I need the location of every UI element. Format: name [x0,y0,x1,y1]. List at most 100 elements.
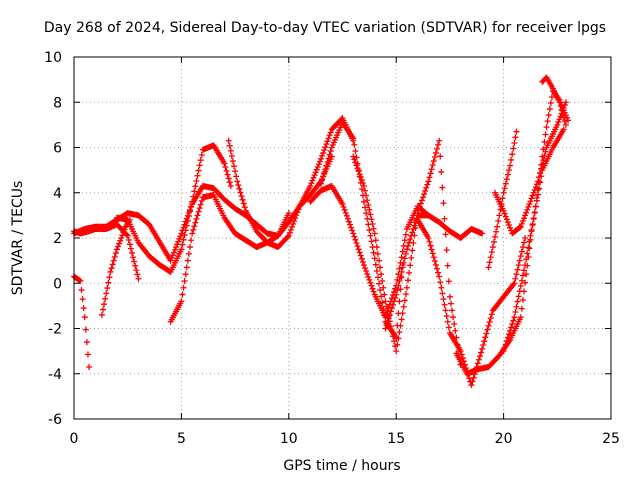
data-point [480,342,487,349]
data-point [125,237,132,244]
data-point [508,324,515,331]
data-point [504,171,511,178]
data-point [225,175,232,182]
data-point [556,99,563,106]
data-point [360,182,367,189]
data-point [226,179,233,186]
data-point [231,163,238,170]
data-point [185,213,192,220]
data-point [358,177,365,184]
data-point [321,146,328,153]
data-point [430,158,437,165]
data-point [422,187,429,194]
data-point [542,131,549,138]
data-point [434,145,441,152]
data-point [516,224,523,231]
data-point [441,301,448,308]
data-point [180,284,187,291]
y-tick-label: -6 [48,412,62,428]
data-point [364,270,371,277]
data-point [184,257,191,264]
data-point [108,265,115,272]
data-point [197,201,204,208]
data-point [523,271,530,278]
data-point [318,180,325,187]
data-point [452,327,459,334]
data-point [485,322,492,329]
data-point [377,287,384,294]
data-point [515,262,522,269]
data-point [394,341,401,348]
data-point [126,241,133,248]
data-point [528,195,535,202]
data-point [439,290,446,297]
data-point [536,178,543,185]
data-point [525,203,532,210]
data-point [180,236,187,243]
data-point [513,128,520,135]
data-point [524,206,531,213]
data-point [495,218,502,225]
data-point [313,166,320,173]
data-point [512,275,519,282]
data-point [233,173,240,180]
data-point [308,180,315,187]
data-point [363,268,370,275]
data-point [487,315,494,322]
data-point [352,148,359,155]
data-point [82,326,89,333]
data-point [500,207,507,214]
x-tick-label: 20 [495,431,513,447]
data-point [415,206,422,213]
y-tick-label: -4 [48,367,62,383]
data-point [352,236,359,243]
data-point [175,238,182,245]
data-point [502,180,509,187]
data-point [490,238,497,245]
data-point [239,196,246,203]
data-point [526,201,533,208]
data-point [363,210,370,217]
data-point [409,247,416,254]
data-point [119,232,126,239]
data-point [182,271,189,278]
data-point [411,222,418,229]
data-point [397,322,404,329]
data-point [388,305,395,312]
data-point [503,337,510,344]
data-point [536,185,543,192]
data-point [195,208,202,215]
data-point [188,237,195,244]
data-point [510,317,517,324]
data-point [407,262,414,269]
data-point [320,149,327,156]
data-point [512,308,519,315]
data-point [502,341,509,348]
data-point [425,235,432,241]
data-point [514,298,521,305]
data-point [368,216,375,223]
data-point [235,182,242,189]
data-point [426,174,433,181]
data-point [484,326,491,333]
data-point [479,230,486,237]
data-point [363,192,370,199]
data-point [555,119,562,126]
data-point [523,209,530,216]
data-point [396,329,403,336]
data-point [450,314,457,321]
data-point [168,254,175,261]
data-point [366,227,373,234]
data-point [556,116,563,123]
data-point [374,250,381,257]
data-point [505,167,512,174]
data-point [503,216,510,223]
axis-ticks: 0 5 10 15 20 25 -6 -4 -2 0 2 4 6 8 10 [44,50,620,447]
data-point [349,227,356,234]
data-point [84,351,91,358]
data-point [225,137,232,144]
data-point [372,237,379,244]
x-tick-label: 25 [602,431,620,447]
data-point [437,153,444,160]
